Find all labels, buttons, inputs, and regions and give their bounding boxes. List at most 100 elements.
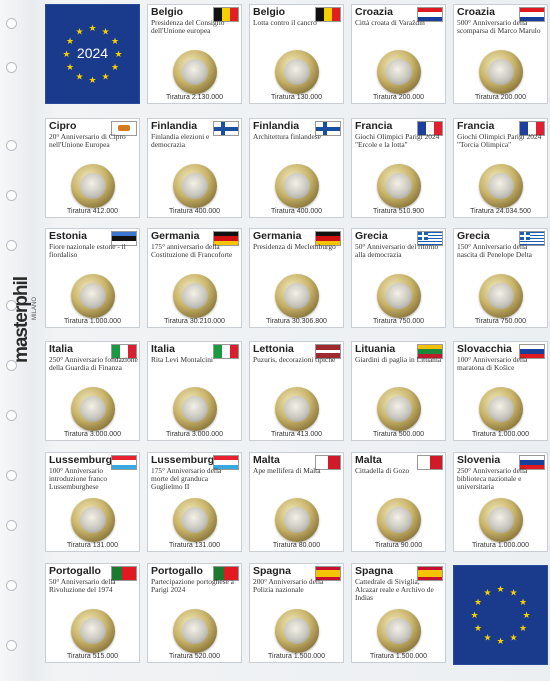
country-name: Croazia: [355, 6, 393, 18]
mintage-label: Tiratura 500.000: [372, 431, 425, 438]
coin-description: Puzuris, decorazioni tipiche: [253, 355, 336, 364]
star-icon: ★: [75, 26, 83, 36]
mintage-label: Tiratura 400.000: [270, 208, 323, 215]
mintage-label: Tiratura 80.000: [272, 542, 321, 549]
mintage-label: Tiratura 200.000: [372, 94, 425, 101]
country-name: Estonia: [49, 230, 87, 242]
two-euro-coin: [274, 50, 319, 94]
country-name: Francia: [355, 120, 393, 132]
country-name: Cipro: [49, 120, 77, 132]
malta-flag-icon: [315, 455, 341, 470]
country-name: Slovacchia: [457, 343, 512, 355]
cyprus-flag-icon: [111, 121, 137, 136]
coin-slot: Belgio Presidenza del Consiglio dell'Unio…: [147, 4, 242, 104]
coin-slot: Cipro 20° Anniversario di Cipro nell'Unio…: [45, 118, 140, 218]
star-icon: ★: [483, 633, 491, 643]
mintage-label: Tiratura 200.000: [474, 94, 527, 101]
spain-flag-icon: [315, 566, 341, 581]
coin-description: Presidenza del Consiglio dell'Unione eur…: [151, 18, 225, 35]
mintage-label: Tiratura 1.500.000: [268, 653, 325, 660]
mintage-label: Tiratura 413.000: [270, 431, 323, 438]
country-name: Lussemburgo: [151, 454, 221, 466]
binder-hole: [6, 140, 17, 151]
mintage-label: Tiratura 131.000: [66, 542, 119, 549]
star-icon: ★: [474, 623, 482, 633]
coin-description: Partecipazione portoghese a Parigi 2024: [151, 577, 234, 594]
greece-flag-icon: [417, 231, 443, 246]
star-icon: ★: [522, 610, 530, 620]
mintage-label: Tiratura 24.034.500: [470, 208, 531, 215]
star-icon: ★: [111, 36, 119, 46]
country-name: Italia: [49, 343, 73, 355]
eu-stars-ring: ★ ★★★★★★★★★★★: [62, 23, 122, 85]
star-icon: ★: [483, 587, 491, 597]
coin-slot: Belgio Lotta contro il cancro Tiratura 130…: [249, 4, 344, 104]
mintage-label: Tiratura 2.130.000: [166, 94, 223, 101]
binder-hole: [6, 190, 17, 201]
coin-slot: Malta Ape mellifera di Malta Tiratura 80.0…: [249, 452, 344, 552]
coin-description: Fiore nazionale estone - il fiordaliso: [49, 242, 126, 259]
year-label: 2024: [76, 45, 109, 61]
two-euro-coin: [478, 387, 523, 431]
coin-slot: Francia Giochi Olimpici Parigi 2024 "Erco…: [351, 118, 446, 218]
eu-emblem-panel: ★ ★ ★ ★ ★ ★ ★ ★ ★ ★ ★ ★ 2024: [45, 4, 140, 104]
coin-slot: Francia Giochi Olimpici Parigi 2024 "Torc…: [453, 118, 548, 218]
two-euro-coin: [274, 609, 319, 653]
coin-slot: Finlandia Architettura finlandese Tiratura…: [249, 118, 344, 218]
binder-hole: [6, 580, 17, 591]
mintage-label: Tiratura 750.000: [474, 318, 527, 325]
mintage-label: Tiratura 412.000: [66, 208, 119, 215]
country-name: Belgio: [253, 6, 286, 18]
slovenia-flag-icon: [519, 455, 545, 470]
mintage-label: Tiratura 3.000.000: [64, 431, 121, 438]
country-name: Finlandia: [151, 120, 198, 132]
two-euro-coin: [274, 498, 319, 542]
coin-description: 100° Anniversario introduzione franco Lu…: [49, 466, 108, 491]
two-euro-coin: [70, 274, 115, 318]
coin-slot: Portogallo 50° Anniversario della Rivoluz…: [45, 563, 140, 663]
star-icon: ★: [101, 26, 109, 36]
coin-slot: Estonia Fiore nazionale estone - il fiord…: [45, 228, 140, 328]
coin-slot: Croazia 500° Anniversario della scomparsa…: [453, 4, 548, 104]
luxembourg-flag-icon: [111, 455, 137, 470]
coin-description: 250° Anniversario fondazione della Guard…: [49, 355, 138, 372]
two-euro-coin: [172, 50, 217, 94]
mintage-label: Tiratura 131.000: [168, 542, 221, 549]
coin-description: 50° Anniversario della Rivoluzione del 1…: [49, 577, 116, 594]
country-name: Lussemburgo: [49, 454, 119, 466]
two-euro-coin: [478, 498, 523, 542]
star-icon: ★: [88, 23, 96, 33]
coin-description: Architettura finlandese: [253, 132, 321, 141]
coin-description: 175° anniversario della Costituzione di …: [151, 242, 233, 259]
coin-slot: Lussemburgo 175° Anniversario della morte…: [147, 452, 242, 552]
coin-slot: Malta Cittadella di Gozo Tiratura 90.000: [351, 452, 446, 552]
coin-description: Giochi Olimpici Parigi 2024 "Torcia Olim…: [457, 132, 542, 149]
two-euro-coin: [70, 164, 115, 208]
two-euro-coin: [478, 164, 523, 208]
binder-hole: [6, 300, 17, 311]
mintage-label: Tiratura 30.210.000: [164, 318, 225, 325]
two-euro-coin: [172, 164, 217, 208]
belgium-flag-icon: [213, 7, 239, 22]
coin-description: 50° Anniversario del ritorno alla democr…: [355, 242, 439, 259]
coin-slot: Lettonia Puzuris, decorazioni tipiche Tira…: [249, 341, 344, 441]
eu-emblem-panel: ★ ★ ★ ★ ★ ★ ★ ★ ★ ★ ★ ★: [453, 565, 548, 665]
two-euro-coin: [274, 164, 319, 208]
two-euro-coin: [376, 164, 421, 208]
star-icon: ★: [474, 597, 482, 607]
italy-flag-icon: [213, 344, 239, 359]
binder-hole: [6, 410, 17, 421]
mintage-label: Tiratura 520.000: [168, 653, 221, 660]
star-icon: ★: [111, 62, 119, 72]
lithuania-flag-icon: [417, 344, 443, 359]
two-euro-coin: [70, 498, 115, 542]
binder-hole: [6, 470, 17, 481]
country-name: Spagna: [253, 565, 291, 577]
coin-slot: Lussemburgo 100° Anniversario introduzion…: [45, 452, 140, 552]
star-icon: ★: [509, 633, 517, 643]
country-name: Belgio: [151, 6, 184, 18]
two-euro-coin: [376, 498, 421, 542]
coin-slot: Finlandia Finlandia elezioni e democrazia…: [147, 118, 242, 218]
coin-slot: Italia Rita Levi Montalcini Tiratura 3.000…: [147, 341, 242, 441]
coin-description: Lotta contro il cancro: [253, 18, 317, 27]
